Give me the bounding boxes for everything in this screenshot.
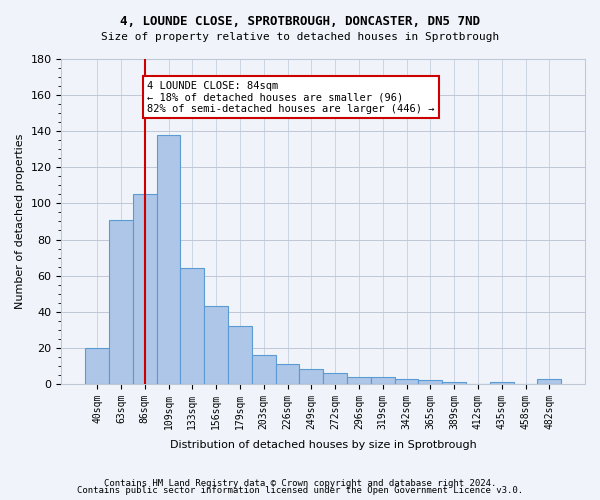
Bar xyxy=(228,326,252,384)
Bar xyxy=(157,135,181,384)
Bar xyxy=(395,378,418,384)
Bar xyxy=(109,220,133,384)
Text: Contains HM Land Registry data © Crown copyright and database right 2024.: Contains HM Land Registry data © Crown c… xyxy=(104,478,496,488)
Bar xyxy=(347,376,371,384)
Text: 4 LOUNDE CLOSE: 84sqm
← 18% of detached houses are smaller (96)
82% of semi-deta: 4 LOUNDE CLOSE: 84sqm ← 18% of detached … xyxy=(147,80,434,114)
X-axis label: Distribution of detached houses by size in Sprotbrough: Distribution of detached houses by size … xyxy=(170,440,476,450)
Bar xyxy=(252,355,275,384)
Bar xyxy=(323,373,347,384)
Bar xyxy=(418,380,442,384)
Bar xyxy=(85,348,109,384)
Bar xyxy=(490,382,514,384)
Bar xyxy=(538,378,561,384)
Bar xyxy=(181,268,204,384)
Bar xyxy=(442,382,466,384)
Bar xyxy=(299,370,323,384)
Bar xyxy=(371,376,395,384)
Text: Contains public sector information licensed under the Open Government Licence v3: Contains public sector information licen… xyxy=(77,486,523,495)
Bar xyxy=(204,306,228,384)
Y-axis label: Number of detached properties: Number of detached properties xyxy=(15,134,25,309)
Bar xyxy=(275,364,299,384)
Bar xyxy=(133,194,157,384)
Text: 4, LOUNDE CLOSE, SPROTBROUGH, DONCASTER, DN5 7ND: 4, LOUNDE CLOSE, SPROTBROUGH, DONCASTER,… xyxy=(120,15,480,28)
Text: Size of property relative to detached houses in Sprotbrough: Size of property relative to detached ho… xyxy=(101,32,499,42)
